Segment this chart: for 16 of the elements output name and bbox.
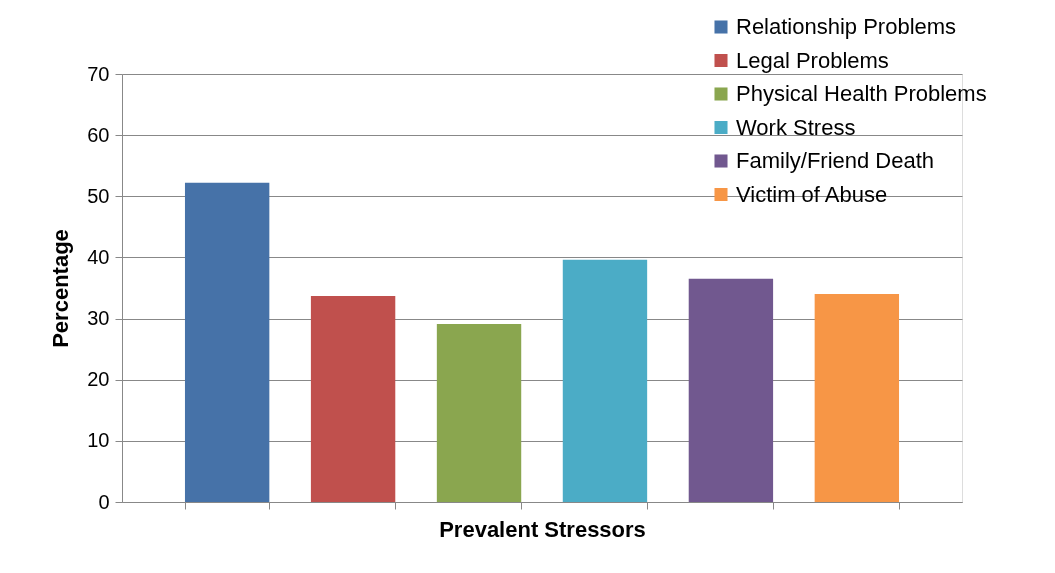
legend-label: Physical Health Problems: [736, 81, 987, 106]
legend-label: Family/Friend Death: [736, 148, 935, 173]
y-tick-label: 40: [87, 245, 110, 268]
legend-label: Work Stress: [736, 114, 856, 140]
y-tick-label: 10: [87, 429, 110, 452]
y-tick-label: 50: [87, 184, 110, 207]
y-tick-label: 0: [98, 490, 110, 513]
y-tick-label: 60: [87, 123, 110, 146]
legend-label: Victim of Abuse: [736, 181, 888, 207]
x-axis-title: Prevalent Stressors: [439, 517, 646, 542]
legend-label: Relationship Problems: [736, 14, 957, 39]
y-tick-label: 30: [87, 307, 110, 330]
legend-label: Legal Problems: [736, 47, 889, 73]
y-tick-label: 20: [87, 368, 110, 391]
y-axis-title: Percentage: [48, 229, 74, 348]
y-tick-label: 70: [87, 62, 110, 85]
